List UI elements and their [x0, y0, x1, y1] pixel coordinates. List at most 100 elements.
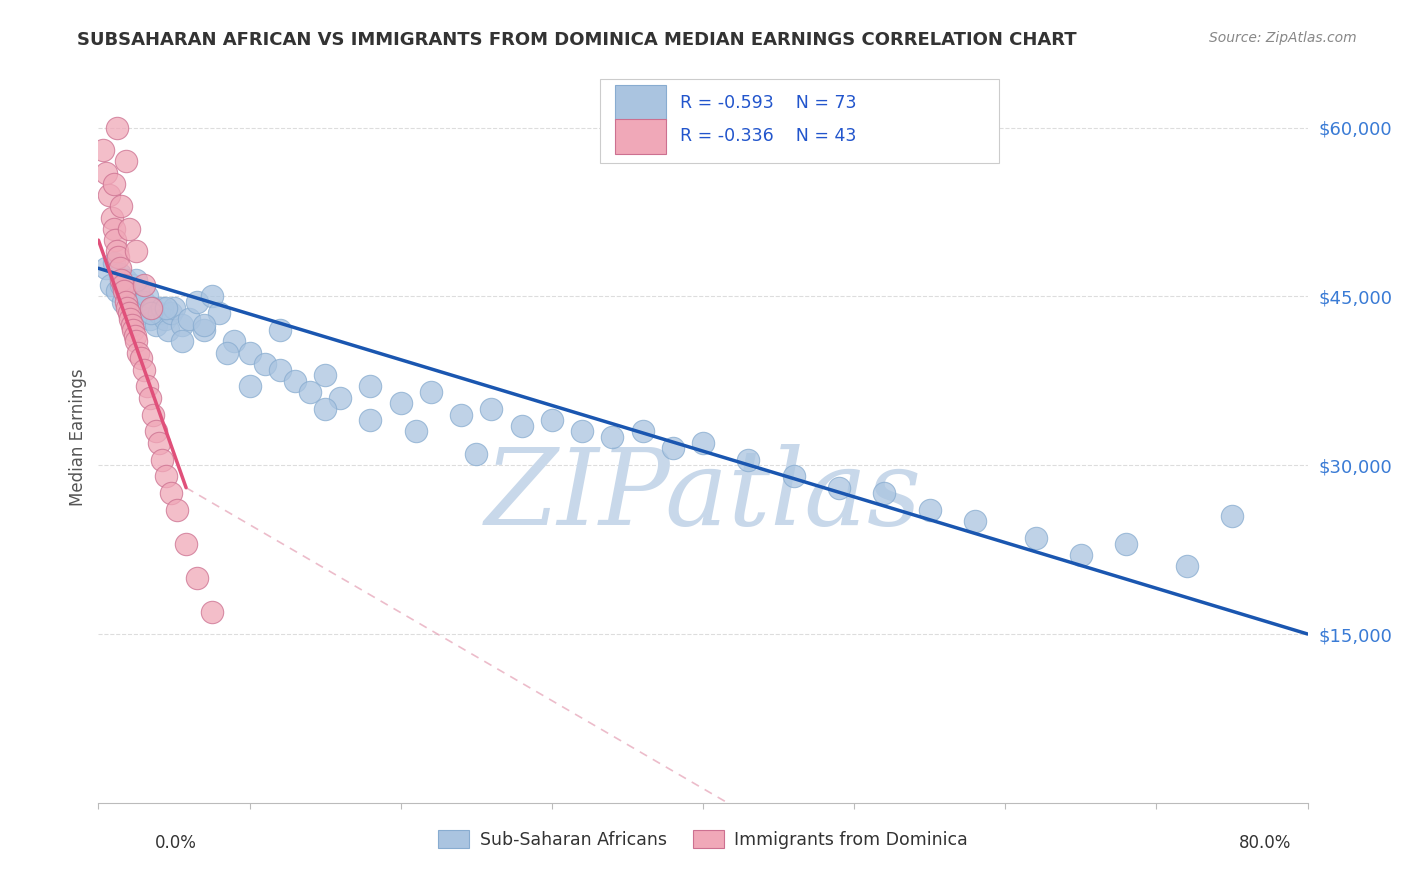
Point: [125, 334, 148, 349]
Point: [148, 306, 170, 320]
Point: [103, 177, 125, 191]
Point: [450, 408, 472, 422]
Text: 80.0%: 80.0%: [1239, 834, 1292, 852]
Point: [918, 503, 941, 517]
Point: [110, 272, 132, 286]
Bar: [614, 86, 665, 120]
FancyBboxPatch shape: [600, 78, 1000, 163]
Point: [135, 289, 157, 303]
Point: [103, 222, 125, 236]
Point: [193, 323, 215, 337]
Point: [314, 368, 336, 383]
Point: [118, 306, 141, 320]
Point: [112, 284, 135, 298]
Point: [105, 244, 128, 259]
Point: [661, 442, 683, 456]
Point: [94, 261, 117, 276]
Point: [389, 396, 412, 410]
Text: R = -0.336    N = 43: R = -0.336 N = 43: [681, 128, 856, 145]
Point: [105, 284, 128, 298]
Point: [170, 318, 193, 332]
Point: [215, 345, 238, 359]
Point: [156, 323, 179, 337]
Point: [174, 537, 197, 551]
Point: [160, 486, 183, 500]
Point: [108, 261, 131, 276]
Point: [120, 312, 142, 326]
Point: [139, 312, 162, 326]
Point: [125, 244, 148, 259]
Point: [360, 413, 382, 427]
Point: [269, 362, 291, 376]
Y-axis label: Median Earnings: Median Earnings: [69, 368, 87, 506]
Point: [127, 345, 149, 359]
Point: [828, 481, 851, 495]
Point: [186, 295, 208, 310]
Point: [115, 301, 138, 315]
Point: [114, 154, 136, 169]
Point: [155, 301, 177, 315]
Point: [420, 385, 443, 400]
Point: [465, 447, 488, 461]
Point: [299, 385, 322, 400]
Point: [510, 418, 533, 433]
Point: [129, 351, 152, 366]
Text: Source: ZipAtlas.com: Source: ZipAtlas.com: [1209, 31, 1357, 45]
Point: [127, 284, 149, 298]
Point: [1070, 548, 1092, 562]
Point: [631, 425, 654, 439]
Point: [118, 289, 141, 303]
Point: [110, 199, 132, 213]
Point: [121, 278, 143, 293]
Point: [602, 430, 624, 444]
Point: [873, 486, 896, 500]
Point: [284, 374, 307, 388]
Point: [155, 469, 177, 483]
Point: [124, 328, 146, 343]
Point: [405, 425, 427, 439]
Point: [179, 312, 201, 326]
Text: SUBSAHARAN AFRICAN VS IMMIGRANTS FROM DOMINICA MEDIAN EARNINGS CORRELATION CHART: SUBSAHARAN AFRICAN VS IMMIGRANTS FROM DO…: [77, 31, 1077, 49]
Point: [329, 391, 352, 405]
Point: [1115, 537, 1137, 551]
Point: [253, 357, 276, 371]
Point: [94, 166, 117, 180]
Point: [145, 318, 167, 332]
Legend: Sub-Saharan Africans, Immigrants from Dominica: Sub-Saharan Africans, Immigrants from Do…: [437, 830, 969, 849]
Point: [100, 278, 122, 293]
Point: [148, 435, 170, 450]
Point: [314, 401, 336, 416]
Point: [104, 233, 127, 247]
Point: [105, 120, 128, 135]
Point: [1175, 559, 1198, 574]
Point: [139, 391, 162, 405]
Point: [1024, 532, 1046, 546]
Text: R = -0.593    N = 73: R = -0.593 N = 73: [681, 94, 856, 112]
Point: [124, 301, 146, 315]
Point: [129, 306, 152, 320]
Text: 0.0%: 0.0%: [155, 834, 197, 852]
Point: [114, 295, 136, 310]
Point: [121, 318, 143, 332]
Point: [208, 306, 231, 320]
Point: [118, 222, 141, 236]
Point: [965, 515, 987, 529]
Point: [360, 379, 382, 393]
Point: [481, 401, 503, 416]
Point: [103, 255, 125, 269]
Point: [145, 425, 167, 439]
Point: [160, 306, 183, 320]
Point: [108, 267, 131, 281]
Point: [540, 413, 562, 427]
Point: [132, 362, 155, 376]
Point: [150, 452, 173, 467]
Point: [114, 272, 136, 286]
Point: [166, 503, 188, 517]
Point: [153, 312, 176, 326]
Point: [111, 295, 134, 310]
Point: [1220, 508, 1243, 523]
Point: [132, 295, 155, 310]
Point: [91, 143, 114, 157]
Point: [239, 345, 262, 359]
Point: [201, 605, 224, 619]
